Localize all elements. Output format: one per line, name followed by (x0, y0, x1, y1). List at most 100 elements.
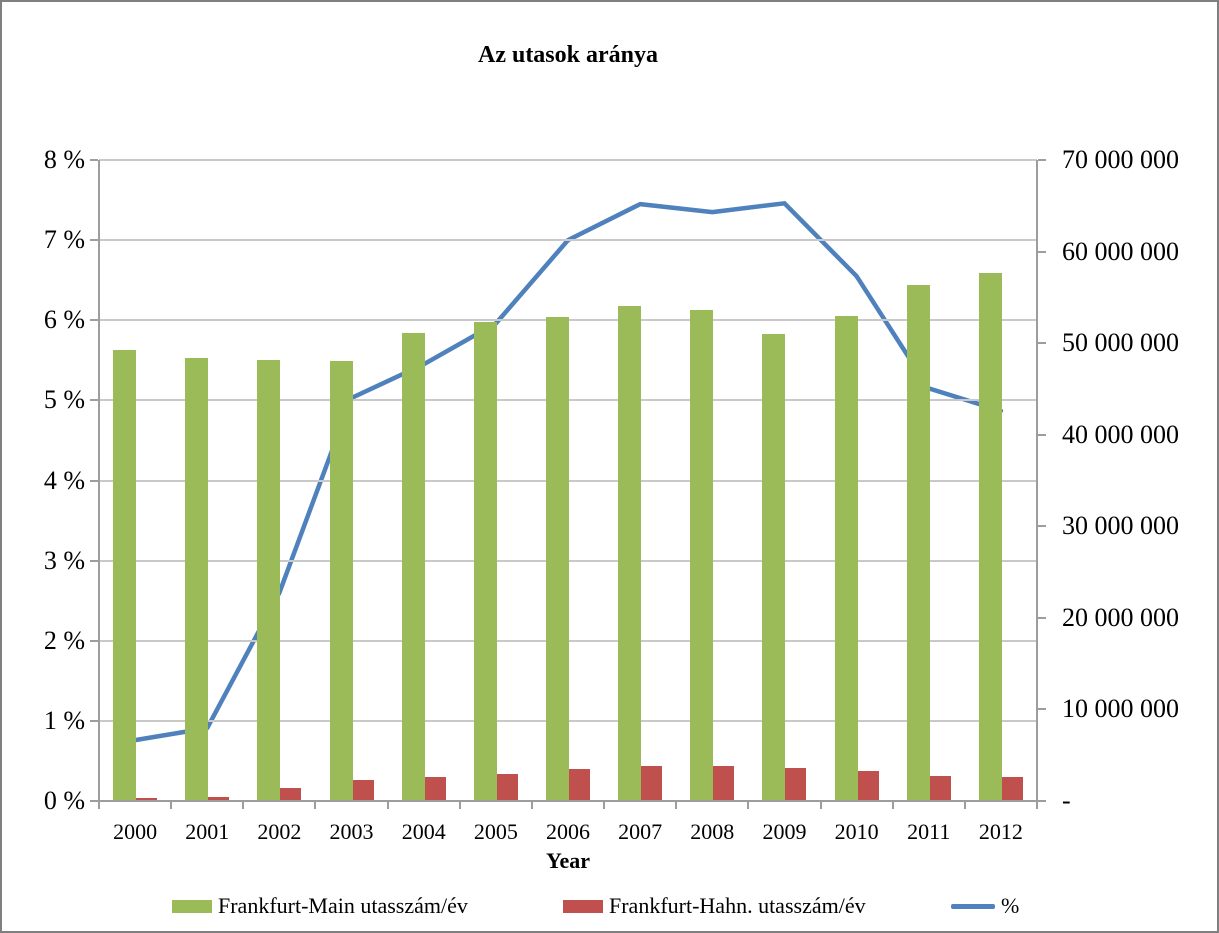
right-axis-label: 60 000 000 (1062, 236, 1179, 266)
left-axis-tick (90, 719, 98, 722)
right-axis-label: 70 000 000 (1062, 145, 1179, 174)
x-axis-tick (747, 802, 750, 809)
bar-frankfurt-main-2001 (185, 357, 209, 801)
x-axis-tick (891, 802, 894, 809)
bar-frankfurt-hahn-2000 (136, 797, 158, 801)
x-axis-tick (458, 802, 461, 809)
left-axis-label: 5 % (43, 385, 85, 415)
y-axis-line-right (1036, 160, 1038, 802)
right-axis-label: 50 000 000 (1062, 328, 1179, 358)
right-axis-tick (1038, 159, 1046, 161)
legend-label-percent: % (1001, 893, 1020, 918)
x-axis-tick (819, 802, 822, 809)
x-axis-line (98, 800, 1038, 802)
x-axis-label-2009: 2009 (762, 819, 807, 844)
right-axis-label: 40 000 000 (1062, 419, 1179, 449)
x-axis-label-2012: 2012 (978, 819, 1023, 844)
chart-title: Az utasok aránya (477, 42, 658, 68)
bar-frankfurt-main-2000 (113, 349, 137, 801)
x-axis-tick (530, 802, 533, 809)
left-axis-tick (90, 639, 98, 642)
x-axis-label-2010: 2010 (834, 819, 879, 844)
legend-item-percent: % (951, 888, 1019, 924)
right-axis-tick (1038, 616, 1046, 619)
gridline (99, 239, 1037, 242)
bar-frankfurt-hahn-2005 (496, 774, 518, 801)
bar-frankfurt-main-2011 (906, 284, 930, 801)
legend: Frankfurt-Main utasszám/év Frankfurt-Hah… (2, 888, 1217, 928)
x-axis-tick (963, 802, 966, 809)
x-axis-label-2006: 2006 (546, 819, 590, 844)
right-axis-tick (1038, 800, 1046, 802)
x-axis-label-2007: 2007 (618, 819, 663, 844)
bar-frankfurt-main-2002 (257, 359, 281, 801)
legend-swatch-frankfurt-hahn (563, 899, 603, 913)
left-axis-tick (90, 559, 98, 562)
legend-label-frankfurt-hahn: Frankfurt-Hahn. utasszám/év (609, 893, 866, 918)
bar-frankfurt-hahn-2002 (280, 788, 302, 801)
bar-frankfurt-hahn-2010 (857, 770, 879, 801)
right-axis-label: 30 000 000 (1062, 511, 1179, 541)
y-axis-line-left (98, 160, 100, 802)
left-axis-label: 1 % (43, 705, 85, 735)
x-axis-label-2002: 2002 (257, 819, 302, 844)
right-axis-tick (1038, 525, 1046, 528)
bar-frankfurt-hahn-2011 (929, 776, 951, 801)
bar-frankfurt-main-2003 (329, 360, 353, 801)
bar-frankfurt-main-2009 (762, 333, 786, 801)
x-axis-label-2001: 2001 (185, 819, 230, 844)
bar-frankfurt-main-2008 (690, 310, 714, 801)
x-axis-tick (242, 802, 245, 809)
left-axis-tick (90, 399, 98, 402)
right-axis-label: 10 000 000 (1062, 694, 1179, 724)
x-axis-label-2003: 2003 (329, 819, 374, 844)
bar-frankfurt-hahn-2007 (641, 766, 663, 801)
legend-item-frankfurt-main: Frankfurt-Main utasszám/év (172, 888, 468, 924)
left-axis-tick (90, 319, 98, 322)
left-axis-label: 3 % (43, 545, 85, 575)
x-axis-label-2011: 2011 (907, 819, 951, 844)
bar-frankfurt-hahn-2006 (569, 769, 590, 801)
left-axis-label: 0 % (43, 786, 85, 815)
bar-frankfurt-hahn-2008 (713, 766, 735, 801)
bar-frankfurt-main-2010 (834, 315, 858, 801)
right-axis-label: 20 000 000 (1062, 602, 1179, 632)
left-axis-label: 8 % (43, 145, 85, 174)
right-axis-tick (1038, 708, 1046, 711)
bar-frankfurt-main-2004 (401, 333, 425, 801)
left-axis-label: 7 % (43, 225, 85, 255)
bar-frankfurt-hahn-2004 (424, 777, 446, 801)
right-axis-tick (1038, 342, 1046, 345)
x-axis-title: Year (546, 848, 590, 873)
x-axis-tick (170, 802, 173, 809)
legend-item-frankfurt-hahn: Frankfurt-Hahn. utasszám/év (563, 888, 866, 924)
x-axis-label-2005: 2005 (473, 819, 518, 844)
bar-frankfurt-hahn-2009 (785, 768, 807, 801)
x-axis-tick (98, 802, 100, 809)
legend-swatch-percent-line (951, 903, 995, 909)
x-axis-label-2004: 2004 (401, 819, 446, 844)
left-axis-tick (90, 239, 98, 242)
left-axis-label: 4 % (43, 465, 85, 495)
left-axis-tick (90, 479, 98, 482)
x-axis-label-2008: 2008 (690, 819, 735, 844)
bar-frankfurt-hahn-2001 (208, 796, 230, 801)
right-axis-label: - (1062, 786, 1071, 815)
legend-swatch-frankfurt-main (172, 899, 212, 913)
bar-frankfurt-hahn-2003 (352, 779, 374, 801)
right-axis-tick (1038, 433, 1046, 436)
legend-label-frankfurt-main: Frankfurt-Main utasszám/év (218, 893, 468, 918)
bar-frankfurt-main-2006 (546, 316, 569, 801)
x-axis-tick (314, 802, 317, 809)
left-axis-tick (90, 159, 98, 161)
x-axis-tick (1036, 802, 1038, 809)
bar-frankfurt-main-2005 (473, 322, 497, 801)
bar-frankfurt-main-2007 (618, 305, 642, 801)
x-axis-tick (603, 802, 606, 809)
x-axis-tick (675, 802, 678, 809)
left-axis-label: 2 % (43, 625, 85, 655)
left-axis-label: 6 % (43, 305, 85, 335)
bar-frankfurt-hahn-2012 (1001, 777, 1023, 801)
right-axis-tick (1038, 250, 1046, 253)
